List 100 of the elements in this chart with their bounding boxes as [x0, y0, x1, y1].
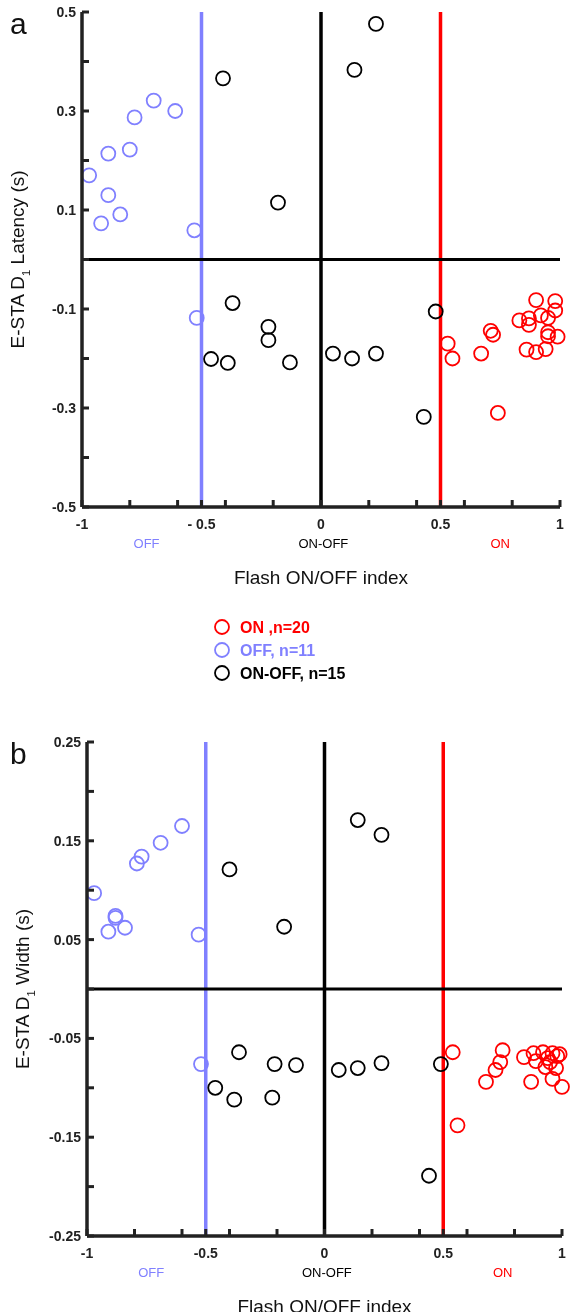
point: [535, 1044, 551, 1061]
point: [145, 92, 162, 109]
point: [516, 1049, 532, 1066]
point: [542, 1054, 559, 1071]
point: [100, 923, 117, 940]
point: [523, 1073, 540, 1090]
point: [270, 194, 286, 211]
point: [221, 861, 238, 878]
point: [368, 345, 384, 362]
point: [260, 318, 277, 335]
point: [266, 1056, 283, 1072]
point: [81, 167, 98, 184]
point: [482, 322, 499, 339]
point: [547, 302, 564, 319]
y-tick-label: 0.5: [56, 4, 77, 20]
text: ON: [492, 1265, 513, 1280]
x-tick-label: 1: [556, 516, 565, 532]
y-tick-label: 0.3: [56, 103, 77, 119]
point: [525, 1045, 542, 1062]
y-tick-label: -0.1: [51, 301, 77, 317]
point: [264, 1089, 281, 1106]
point: [368, 15, 384, 32]
y-tick-label: 0.15: [53, 832, 82, 849]
point: [349, 1060, 366, 1076]
point: [537, 341, 554, 357]
legend-label: ON-OFF, n=15: [240, 665, 346, 682]
point: [549, 328, 566, 345]
point: [86, 885, 103, 902]
point: [219, 355, 236, 371]
y-tick-label: 0.05: [53, 931, 82, 948]
point: [544, 1071, 561, 1087]
point: [528, 292, 544, 308]
chart-title: a: [10, 7, 27, 40]
text: ON-OFF: [301, 1265, 352, 1280]
legend-label: OFF, n=11: [240, 642, 316, 659]
point: [373, 826, 390, 843]
point: [540, 324, 556, 341]
point: [554, 1078, 570, 1095]
point: [93, 215, 110, 232]
point: [537, 1059, 554, 1075]
point: [532, 307, 549, 324]
text: OFF: [133, 536, 160, 551]
point: [478, 1073, 494, 1090]
point: [100, 187, 117, 204]
point: [207, 1079, 224, 1096]
y-tick-label: -0.5: [51, 499, 77, 515]
point: [487, 1062, 504, 1078]
point: [521, 316, 537, 333]
point: [444, 350, 461, 367]
point: [203, 351, 219, 367]
text: ON-OFF: [298, 536, 349, 551]
point: [373, 1055, 390, 1071]
point: [544, 1045, 561, 1062]
point: [100, 145, 117, 162]
legend-label: ON ,n=20: [240, 619, 310, 636]
point: [540, 328, 556, 345]
x-axis-title: Flash ON/OFF index: [233, 567, 409, 588]
point: [260, 332, 277, 349]
point: [511, 312, 528, 329]
point: [346, 62, 363, 78]
point: [494, 1042, 511, 1059]
point: [325, 345, 341, 362]
point: [193, 1056, 209, 1072]
y-tick-label: -0.3: [51, 400, 77, 416]
point: [449, 1117, 466, 1134]
point: [489, 405, 506, 421]
point: [492, 1054, 509, 1071]
x-tick-label: -1: [80, 1245, 94, 1261]
point: [121, 141, 138, 158]
x-tick-label: - 0.5: [187, 516, 216, 532]
point: [126, 109, 143, 126]
point: [174, 818, 190, 834]
point: [415, 409, 432, 425]
point: [547, 293, 564, 309]
point: [421, 1167, 437, 1184]
point: [539, 1050, 556, 1067]
point: [226, 1091, 243, 1108]
point: [133, 848, 150, 865]
point: [485, 326, 501, 343]
point: [349, 812, 366, 828]
x-tick-label: 0.5: [433, 1245, 454, 1261]
point: [527, 1053, 544, 1070]
y-tick-label: -0.15: [49, 1129, 82, 1146]
point: [427, 303, 444, 320]
point: [330, 1062, 347, 1078]
point: [444, 1044, 461, 1061]
x-tick-label: 0: [320, 1245, 329, 1261]
point: [432, 1056, 449, 1072]
y-tick-label: 0.1: [56, 202, 77, 218]
x-tick-label: 0: [317, 516, 326, 532]
x-tick-label: -0.5: [193, 1245, 219, 1261]
point: [288, 1057, 304, 1073]
point: [224, 295, 241, 311]
y-tick-label: -0.25: [49, 1228, 82, 1244]
point: [528, 344, 544, 360]
point: [276, 918, 293, 935]
point: [521, 310, 537, 327]
point: [344, 350, 360, 367]
text: OFF: [138, 1265, 165, 1280]
point: [117, 919, 133, 936]
